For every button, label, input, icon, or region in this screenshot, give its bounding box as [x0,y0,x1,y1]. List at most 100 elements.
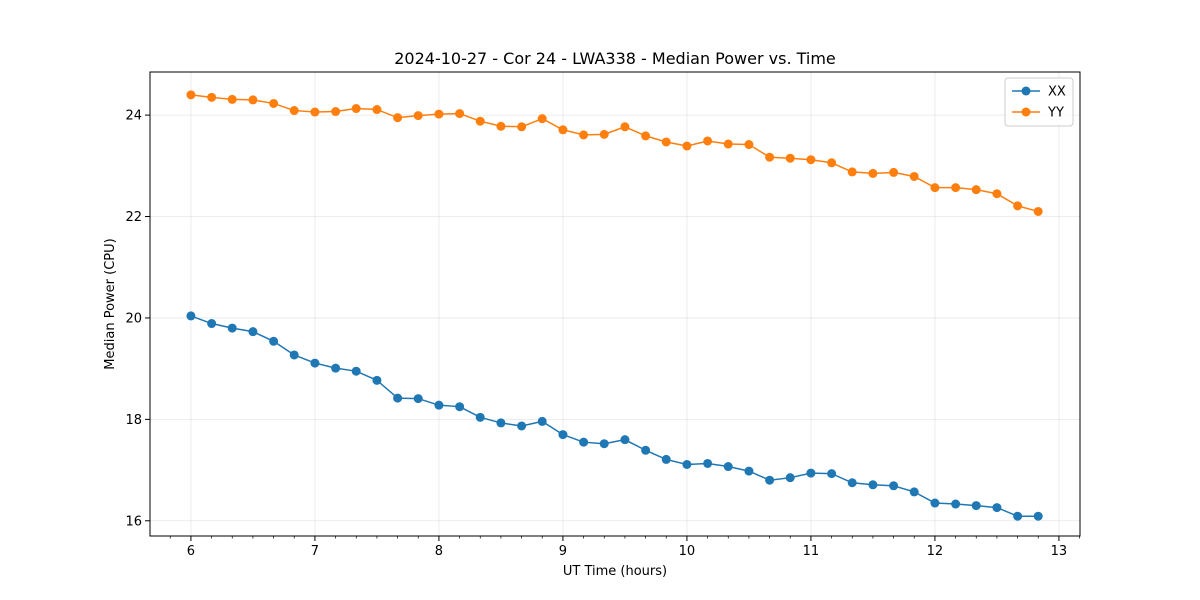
data-point-yy [889,167,899,177]
data-point-xx [579,437,589,447]
data-point-xx [227,323,237,333]
data-point-xx [434,400,444,410]
data-point-yy [331,107,341,117]
data-point-xx [682,459,692,469]
data-point-xx [930,498,940,508]
data-point-yy [682,141,692,151]
data-point-yy [434,109,444,119]
data-point-xx [765,475,775,485]
data-point-yy [1013,201,1023,211]
legend: XX YY [1004,77,1074,127]
data-point-yy [455,109,465,119]
series-layer [186,90,1043,521]
x-tick-label: 8 [435,544,443,559]
x-tick-label: 6 [187,544,195,559]
data-point-yy [269,98,279,108]
data-point-yy [248,95,258,105]
data-point-yy [579,130,589,140]
data-point-xx [827,469,837,479]
data-point-yy [785,153,795,163]
data-point-xx [351,366,361,376]
data-point-xx [971,501,981,511]
data-point-xx [310,358,320,368]
data-point-yy [930,183,940,193]
data-point-yy [744,140,754,150]
data-point-yy [558,125,568,135]
data-point-xx [703,458,713,468]
data-point-xx [951,499,961,509]
data-point-xx [207,319,217,329]
data-point-xx [248,327,258,337]
data-point-yy [289,106,299,116]
data-point-yy [765,152,775,162]
data-point-xx [537,416,547,426]
data-point-xx [289,350,299,360]
data-point-xx [641,445,651,455]
data-point-xx [620,435,630,445]
legend-marker-yy [1021,107,1031,117]
axes: 6 7 8 9 10 11 12 13 16 18 20 22 24 [125,109,1080,559]
y-tick-label: 16 [125,514,142,529]
data-point-xx [992,503,1002,513]
data-point-xx [372,375,382,385]
legend-label-xx: XX [1048,85,1066,100]
data-point-xx [599,439,609,449]
data-point-yy [971,185,981,195]
x-axis-label: UT Time (hours) [563,564,667,579]
data-point-xx [558,430,568,440]
data-point-yy [599,129,609,139]
data-point-yy [372,105,382,115]
data-point-yy [207,92,217,102]
data-point-xx [496,418,506,428]
data-point-xx [744,466,754,476]
data-point-xx [909,487,919,497]
data-point-yy [496,121,506,131]
legend-marker-xx [1021,86,1031,96]
data-point-yy [641,131,651,141]
data-point-xx [785,473,795,483]
data-point-xx [455,402,465,412]
data-point-yy [827,158,837,168]
data-point-xx [269,336,279,346]
data-point-yy [951,183,961,193]
chart-title: 2024-10-27 - Cor 24 - LWA338 - Median Po… [394,49,836,68]
series-yy [186,90,1043,216]
data-point-xx [331,363,341,373]
data-point-yy [413,111,423,121]
data-point-xx [186,311,196,321]
data-point-yy [723,139,733,149]
data-point-yy [1033,206,1043,216]
y-tick-label: 24 [125,109,142,124]
data-point-yy [517,122,527,132]
y-axis-label: Median Power (CPU) [103,238,118,369]
data-point-yy [847,167,857,177]
data-point-xx [806,468,816,478]
data-point-yy [227,94,237,104]
data-point-yy [620,122,630,132]
data-point-xx [868,480,878,490]
data-point-xx [889,481,899,491]
data-point-yy [868,168,878,178]
data-point-yy [310,107,320,117]
y-tick-label: 20 [125,311,142,326]
plot-frame [149,71,1081,537]
data-point-xx [517,421,527,431]
y-tick-label: 22 [125,210,142,225]
data-point-yy [537,114,547,124]
data-point-yy [393,113,403,123]
data-point-yy [475,116,485,126]
data-point-xx [393,393,403,403]
data-point-yy [909,171,919,181]
y-tick-label: 18 [125,413,142,428]
data-point-yy [661,137,671,147]
data-point-yy [703,136,713,146]
x-tick-label: 13 [1051,544,1068,559]
data-point-yy [186,90,196,100]
legend-label-yy: YY [1047,106,1064,121]
data-point-xx [723,462,733,472]
grid [150,72,1080,536]
data-point-xx [1013,511,1023,521]
data-point-yy [992,189,1002,199]
